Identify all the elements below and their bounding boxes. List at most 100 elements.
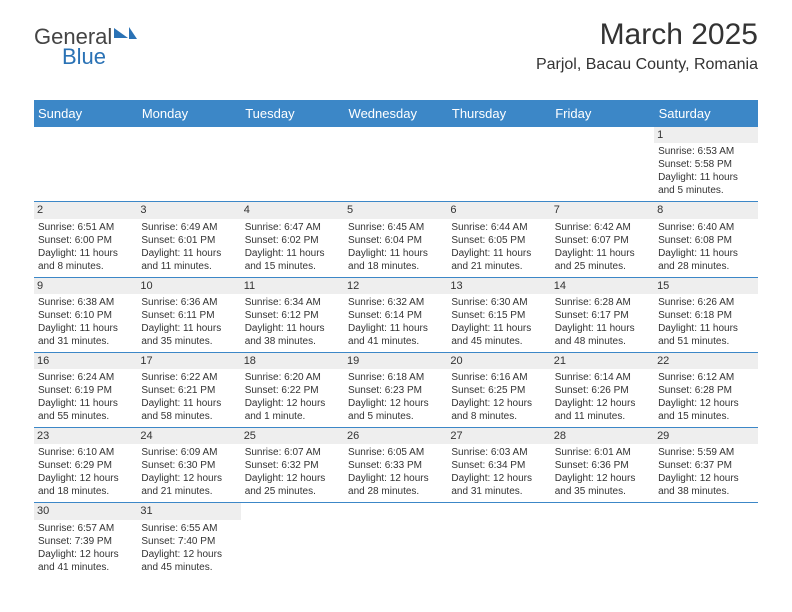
cell-line: and 38 minutes. [658,485,753,498]
calendar-cell: 16Sunrise: 6:24 AMSunset: 6:19 PMDayligh… [34,352,137,427]
calendar-cell: 27Sunrise: 6:03 AMSunset: 6:34 PMDayligh… [447,428,550,503]
cell-line: Daylight: 11 hours [38,247,133,260]
day-number [654,503,757,519]
calendar-cell: 22Sunrise: 6:12 AMSunset: 6:28 PMDayligh… [654,352,757,427]
cell-line: Sunset: 6:12 PM [245,309,340,322]
cell-line: Daylight: 11 hours [141,322,236,335]
day-number: 19 [344,353,447,369]
header: March 2025 Parjol, Bacau County, Romania [536,18,758,74]
cell-line: Daylight: 12 hours [555,472,650,485]
cell-line: and 41 minutes. [348,335,443,348]
calendar-cell: 1Sunrise: 6:53 AMSunset: 5:58 PMDaylight… [654,127,757,202]
weekday-header: Sunday [34,100,137,127]
cell-line: Sunset: 6:07 PM [555,234,650,247]
calendar-cell: 18Sunrise: 6:20 AMSunset: 6:22 PMDayligh… [241,352,344,427]
calendar-cell [447,503,550,578]
calendar-cell [447,127,550,202]
day-number: 29 [654,428,757,444]
cell-line: and 18 minutes. [38,485,133,498]
cell-line: Sunset: 6:00 PM [38,234,133,247]
cell-line: and 21 minutes. [141,485,236,498]
cell-line: and 31 minutes. [38,335,133,348]
cell-line: Sunset: 6:19 PM [38,384,133,397]
cell-line: Sunrise: 6:51 AM [38,221,133,234]
cell-line: and 5 minutes. [348,410,443,423]
cell-line: Sunrise: 6:22 AM [141,371,236,384]
cell-line: Sunset: 6:37 PM [658,459,753,472]
cell-line: Daylight: 11 hours [555,322,650,335]
cell-line: Daylight: 12 hours [141,472,236,485]
cell-line: Daylight: 11 hours [451,322,546,335]
calendar-table: Sunday Monday Tuesday Wednesday Thursday… [34,100,758,578]
cell-line: Daylight: 12 hours [658,472,753,485]
cell-line: Sunrise: 6:55 AM [141,522,236,535]
day-number: 18 [241,353,344,369]
cell-line: Daylight: 11 hours [451,247,546,260]
day-number [447,127,550,143]
calendar-cell: 28Sunrise: 6:01 AMSunset: 6:36 PMDayligh… [551,428,654,503]
weekday-header: Friday [551,100,654,127]
cell-line: Sunrise: 6:40 AM [658,221,753,234]
cell-line: Sunrise: 6:18 AM [348,371,443,384]
day-number: 13 [447,278,550,294]
day-number [551,503,654,519]
weekday-header-row: Sunday Monday Tuesday Wednesday Thursday… [34,100,758,127]
day-number: 27 [447,428,550,444]
calendar-cell [551,127,654,202]
calendar-cell: 23Sunrise: 6:10 AMSunset: 6:29 PMDayligh… [34,428,137,503]
cell-line: Sunset: 6:29 PM [38,459,133,472]
cell-line: Sunset: 6:28 PM [658,384,753,397]
day-number [137,127,240,143]
cell-line: Sunrise: 6:57 AM [38,522,133,535]
day-number: 24 [137,428,240,444]
day-number [241,503,344,519]
cell-line: Daylight: 11 hours [658,322,753,335]
cell-line: Daylight: 12 hours [555,397,650,410]
cell-line: Sunset: 6:01 PM [141,234,236,247]
day-number: 17 [137,353,240,369]
cell-line: Sunset: 6:05 PM [451,234,546,247]
day-number: 7 [551,202,654,218]
cell-line: Sunset: 6:23 PM [348,384,443,397]
calendar-cell: 9Sunrise: 6:38 AMSunset: 6:10 PMDaylight… [34,277,137,352]
calendar-week-row: 1Sunrise: 6:53 AMSunset: 5:58 PMDaylight… [34,127,758,202]
cell-line: Sunrise: 6:32 AM [348,296,443,309]
cell-line: Daylight: 11 hours [245,322,340,335]
cell-line: and 11 minutes. [555,410,650,423]
calendar-cell: 12Sunrise: 6:32 AMSunset: 6:14 PMDayligh… [344,277,447,352]
calendar-cell: 11Sunrise: 6:34 AMSunset: 6:12 PMDayligh… [241,277,344,352]
calendar-cell: 13Sunrise: 6:30 AMSunset: 6:15 PMDayligh… [447,277,550,352]
calendar-cell [344,127,447,202]
calendar-cell [241,503,344,578]
calendar-cell: 21Sunrise: 6:14 AMSunset: 6:26 PMDayligh… [551,352,654,427]
day-number: 10 [137,278,240,294]
calendar-cell: 26Sunrise: 6:05 AMSunset: 6:33 PMDayligh… [344,428,447,503]
day-number [447,503,550,519]
cell-line: Sunset: 6:15 PM [451,309,546,322]
cell-line: and 21 minutes. [451,260,546,273]
day-number [241,127,344,143]
day-number: 26 [344,428,447,444]
cell-line: Sunrise: 6:05 AM [348,446,443,459]
cell-line: and 38 minutes. [245,335,340,348]
calendar-cell [241,127,344,202]
cell-line: Sunrise: 6:36 AM [141,296,236,309]
cell-line: and 25 minutes. [555,260,650,273]
cell-line: Sunset: 6:04 PM [348,234,443,247]
day-number: 3 [137,202,240,218]
cell-line: Sunrise: 6:14 AM [555,371,650,384]
calendar-cell [344,503,447,578]
day-number: 9 [34,278,137,294]
calendar-cell: 14Sunrise: 6:28 AMSunset: 6:17 PMDayligh… [551,277,654,352]
cell-line: Sunrise: 6:03 AM [451,446,546,459]
cell-line: Sunset: 6:36 PM [555,459,650,472]
cell-line: Sunrise: 6:49 AM [141,221,236,234]
logo-triangle-icon [114,28,128,38]
day-number: 16 [34,353,137,369]
cell-line: and 28 minutes. [658,260,753,273]
logo-text-2: Blue [62,44,106,69]
calendar-cell [34,127,137,202]
day-number: 30 [34,503,137,519]
calendar-cell: 3Sunrise: 6:49 AMSunset: 6:01 PMDaylight… [137,202,240,277]
cell-line: Daylight: 12 hours [348,397,443,410]
